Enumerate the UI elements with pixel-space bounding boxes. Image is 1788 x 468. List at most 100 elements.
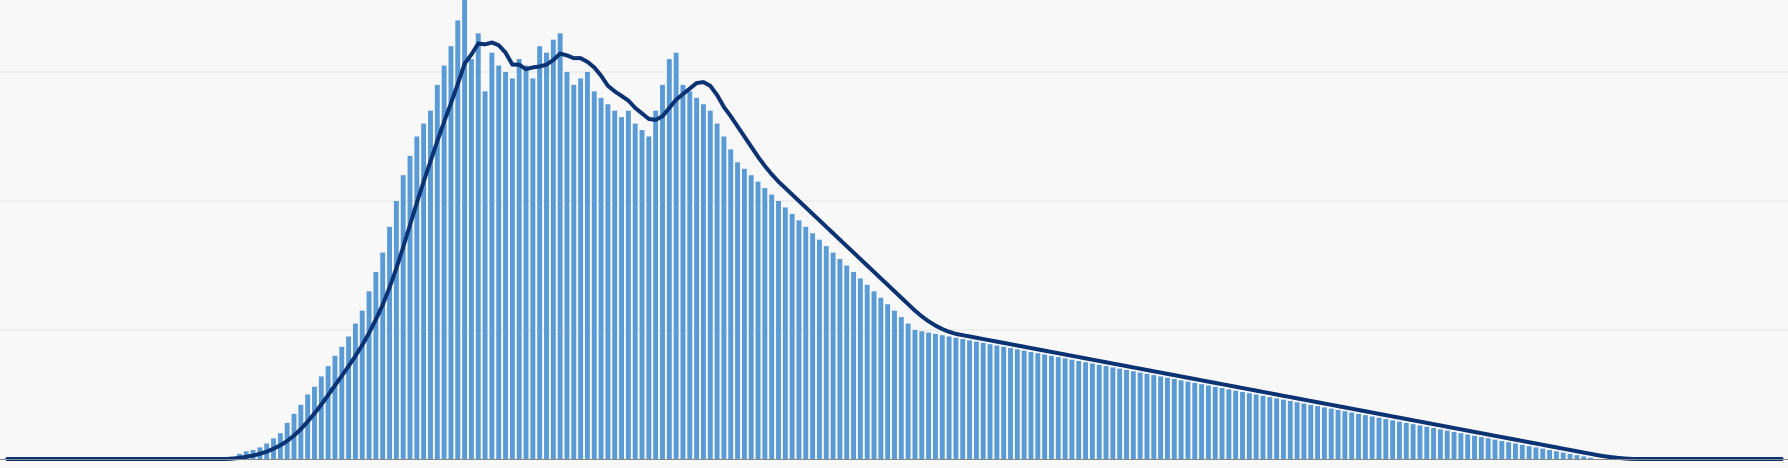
bar-71 (489, 52, 495, 460)
bar-229 (1567, 453, 1573, 459)
bar-214 (1465, 434, 1471, 459)
bar-231 (1581, 456, 1587, 459)
bar-181 (1240, 391, 1245, 459)
bar-94 (646, 136, 652, 459)
bar-171 (1171, 379, 1177, 459)
bar-137 (939, 335, 945, 459)
bar-164 (1124, 369, 1129, 459)
bar-198 (1356, 413, 1361, 459)
bar-203 (1390, 420, 1396, 459)
bar-221 (1513, 443, 1518, 459)
bar-97 (666, 59, 672, 459)
bar-226 (1547, 449, 1553, 459)
bar-96 (660, 84, 665, 460)
bar-124 (851, 271, 857, 459)
bar-228 (1560, 452, 1566, 459)
bar-153 (1048, 355, 1054, 459)
bar-178 (1219, 388, 1225, 459)
bar-199 (1362, 415, 1368, 459)
bar-110 (755, 181, 761, 459)
bar-109 (748, 175, 754, 459)
bar-217 (1485, 438, 1491, 459)
bar-189 (1294, 402, 1300, 459)
bar-147 (1008, 348, 1013, 459)
bar-175 (1199, 384, 1205, 459)
bar-138 (946, 336, 952, 459)
bar-101 (694, 97, 700, 460)
bar-125 (857, 278, 863, 459)
bar-111 (762, 188, 768, 459)
line-series (5, 40, 1784, 461)
bar-44 (305, 394, 311, 459)
bar-173 (1185, 381, 1191, 459)
bar-142 (973, 341, 979, 459)
bar-232 (1588, 457, 1593, 459)
bar-61 (421, 123, 427, 459)
bar-121 (830, 252, 836, 459)
bar-108 (741, 168, 747, 459)
bar-93 (639, 130, 645, 460)
bar-128 (878, 297, 884, 459)
bar-117 (803, 226, 809, 459)
bar-72 (496, 65, 502, 460)
bar-176 (1205, 385, 1211, 459)
bar-65 (448, 46, 454, 459)
bar-211 (1444, 430, 1450, 459)
bar-66 (455, 20, 461, 460)
bar-113 (776, 201, 781, 459)
bar-157 (1076, 360, 1082, 459)
bar-78 (537, 46, 543, 459)
bar-63 (434, 84, 440, 460)
bar-227 (1553, 451, 1559, 459)
bar-152 (1042, 354, 1048, 459)
bar-92 (632, 123, 638, 459)
bar-76 (523, 65, 529, 460)
bar-49 (339, 346, 345, 459)
bar-162 (1110, 367, 1116, 459)
bar-185 (1267, 397, 1273, 459)
bar-184 (1260, 395, 1266, 459)
bar-149 (1021, 350, 1027, 459)
bar-58 (400, 175, 406, 459)
bar-118 (810, 233, 816, 459)
bar-140 (960, 339, 966, 459)
bar-53 (366, 291, 372, 459)
bar-139 (953, 337, 959, 459)
bar-220 (1506, 442, 1512, 459)
bar-98 (673, 52, 679, 460)
bar-105 (721, 136, 727, 459)
bar-163 (1117, 368, 1123, 459)
bar-133 (912, 330, 918, 459)
average-line (5, 40, 1784, 461)
bar-161 (1103, 366, 1109, 459)
bar-115 (789, 213, 795, 459)
bar-148 (1014, 349, 1020, 459)
bar-57 (393, 201, 399, 459)
bar-104 (714, 123, 720, 459)
bar-196 (1342, 411, 1348, 459)
bar-182 (1246, 393, 1252, 459)
bar-103 (707, 110, 713, 459)
bar-130 (892, 310, 897, 459)
bar-123 (844, 265, 850, 459)
bar-43 (298, 404, 304, 459)
bar-62 (428, 110, 433, 459)
bar-series (230, 0, 1593, 460)
bar-230 (1574, 455, 1580, 459)
bar-190 (1301, 403, 1307, 459)
bar-99 (680, 84, 686, 460)
bar-179 (1226, 389, 1232, 459)
bar-64 (441, 65, 447, 460)
bar-212 (1451, 431, 1457, 459)
bar-131 (898, 317, 904, 459)
bar-83 (571, 84, 577, 460)
bar-85 (584, 72, 590, 459)
bar-120 (823, 246, 829, 459)
bar-169 (1158, 376, 1164, 459)
bar-151 (1035, 353, 1041, 459)
bar-194 (1328, 408, 1334, 459)
bar-204 (1397, 421, 1402, 459)
bar-224 (1533, 447, 1539, 459)
bar-150 (1028, 351, 1034, 459)
